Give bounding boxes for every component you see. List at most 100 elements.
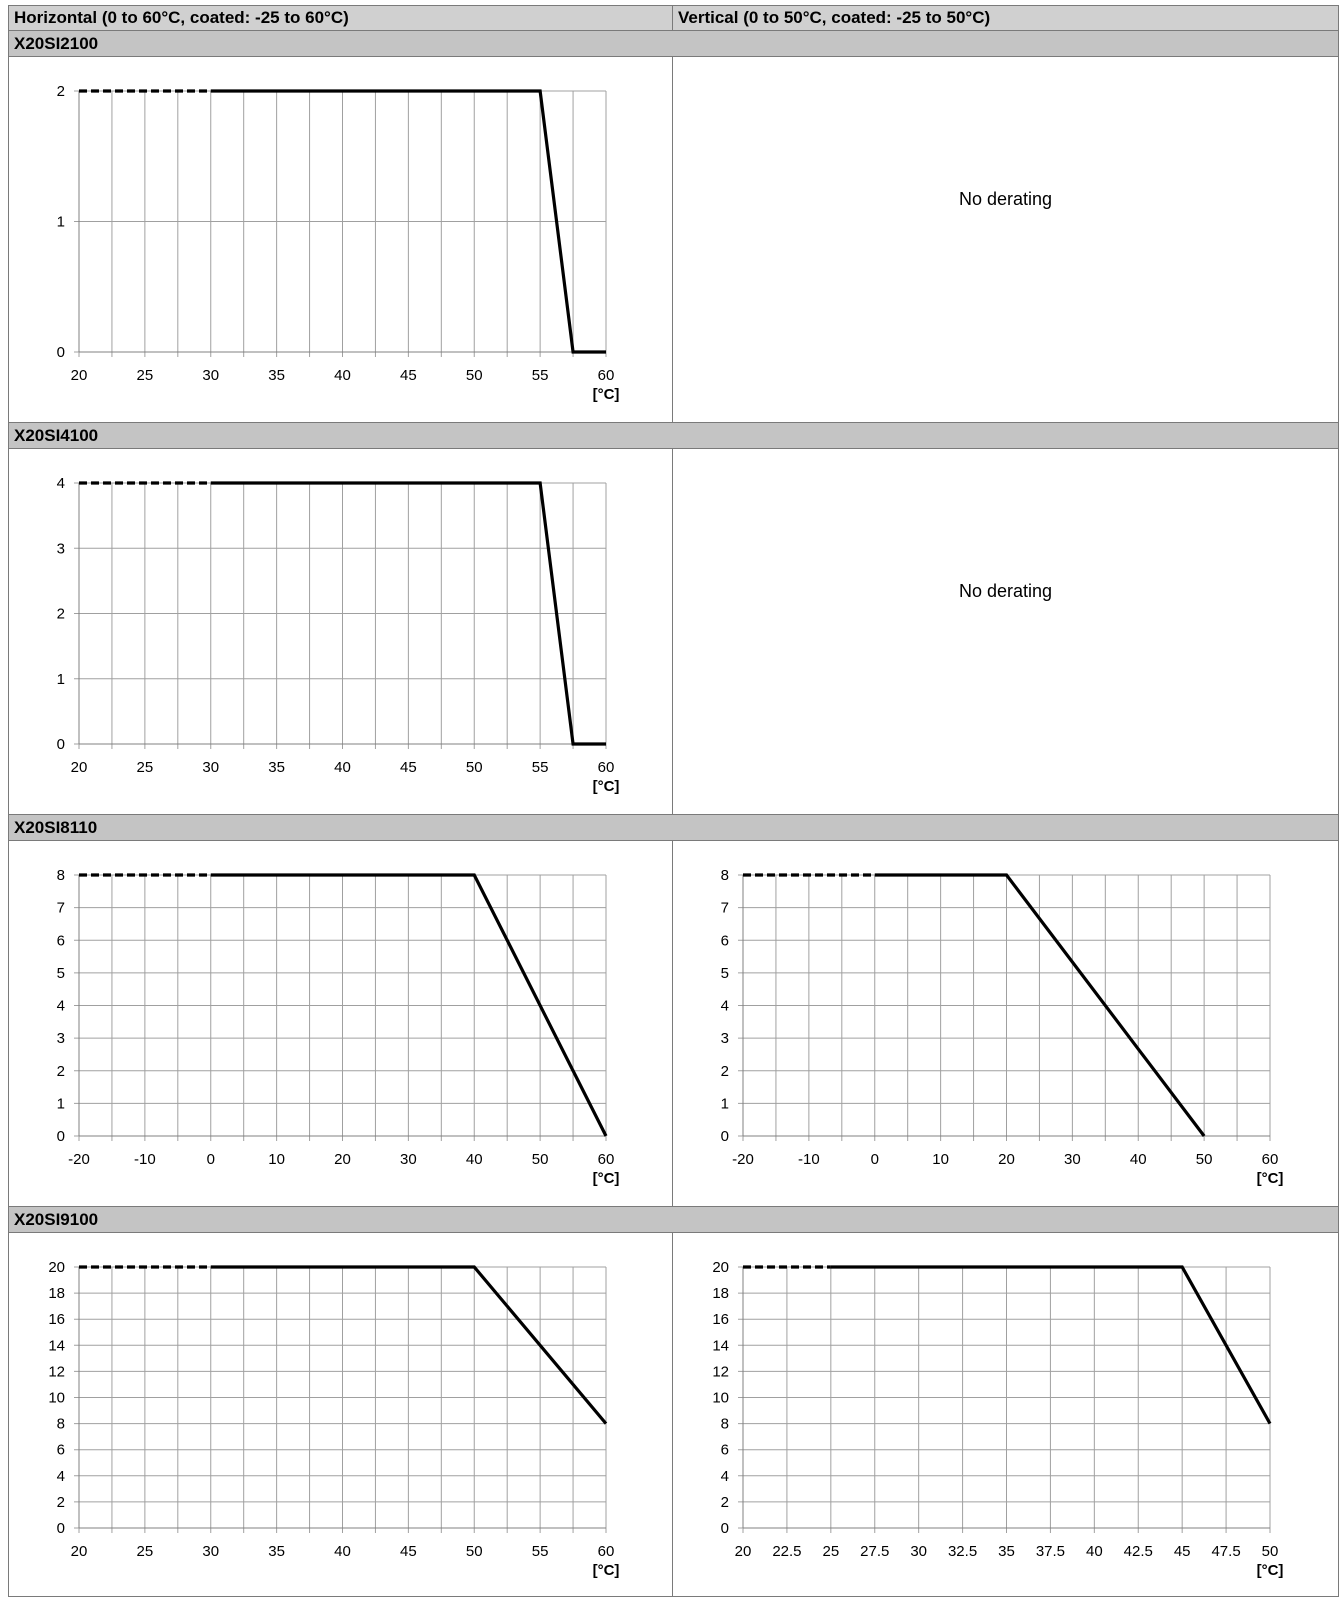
x-tick-label: 20	[334, 1151, 351, 1168]
derating-curve	[210, 481, 606, 746]
y-tick-label: 16	[712, 1311, 729, 1328]
y-tick-label: 0	[721, 1520, 729, 1537]
x-tick-label: 30	[400, 1151, 417, 1168]
y-tick-label: 6	[721, 1442, 729, 1459]
y-tick-label: 3	[57, 1030, 65, 1047]
derating-curve	[874, 873, 1206, 1137]
x-tick-label: 47.5	[1211, 1543, 1240, 1560]
y-tick-label: 20	[48, 1259, 65, 1276]
module-name-x20si2100: X20SI2100	[8, 30, 1339, 57]
x-tick-label: 40	[334, 1543, 351, 1560]
x-axis-unit-label: [°C]	[593, 778, 620, 795]
x-tick-label: -20	[68, 1151, 90, 1168]
y-tick-label: 4	[721, 998, 729, 1015]
x-tick-label: 60	[598, 367, 615, 384]
grid	[74, 482, 607, 749]
no-derating-cell-x20si2100: No derating	[672, 56, 1339, 423]
chart-cell-x20si9100-vertical: 0 2 4 6 8 10 12 14 16 18 20 20 22.5 25 27.5 30 32.5 35 37.…	[672, 1232, 1339, 1597]
chart-cell-x20si8110-horizontal: 0 1 2 3 4 5 6 7 8 -20 -10 0 10 20 30 40 50 60 [°C]	[8, 840, 673, 1207]
module-name-x20si8110: X20SI8110	[8, 814, 1339, 841]
x-tick-label: 60	[598, 1151, 615, 1168]
x-tick-label: 0	[871, 1151, 879, 1168]
x-tick-label: 50	[466, 759, 483, 776]
x-axis-unit-label: [°C]	[593, 386, 620, 403]
y-tick-label: 2	[721, 1063, 729, 1080]
y-tick-label: 12	[48, 1363, 65, 1380]
x-tick-label: 32.5	[948, 1543, 977, 1560]
x-tick-label: 30	[202, 759, 219, 776]
x-tick-label: 40	[334, 759, 351, 776]
y-tick-label: 14	[712, 1337, 729, 1354]
grid	[74, 874, 607, 1141]
y-tick-label: 10	[48, 1390, 65, 1407]
chart-cell-x20si2100-horizontal: 0 1 2 20 25 30 35 40 45 50 55 60 [°C]	[8, 56, 673, 423]
y-tick-label: 8	[57, 867, 65, 884]
x-tick-label: 25	[137, 1543, 154, 1560]
x-tick-label: 0	[207, 1151, 215, 1168]
y-tick-label: 8	[721, 867, 729, 884]
module-name-x20si9100: X20SI9100	[8, 1206, 1339, 1233]
y-tick-label: 2	[57, 1063, 65, 1080]
x-tick-label: -10	[798, 1151, 820, 1168]
x-tick-label: 20	[71, 759, 88, 776]
x-tick-label: 45	[400, 367, 417, 384]
x-tick-label: 40	[1130, 1151, 1147, 1168]
x-tick-label: 50	[1262, 1543, 1279, 1560]
y-tick-label: 18	[48, 1285, 65, 1302]
x-tick-label: 45	[400, 1543, 417, 1560]
grid	[738, 1266, 1271, 1533]
y-tick-label: 2	[57, 606, 65, 623]
x-tick-label: 25	[822, 1543, 839, 1560]
y-tick-label: 3	[721, 1030, 729, 1047]
y-tick-label: 1	[57, 214, 65, 231]
x-tick-label: 50	[532, 1151, 549, 1168]
x-tick-label: 25	[137, 367, 154, 384]
derating-table: Horizontal (0 to 60°C, coated: -25 to 60…	[8, 5, 1339, 1597]
x-tick-label: 50	[466, 1543, 483, 1560]
x-axis-unit-label: [°C]	[1257, 1170, 1284, 1187]
x-tick-label: 35	[268, 759, 285, 776]
x-tick-label: 20	[998, 1151, 1015, 1168]
x-axis-unit-label: [°C]	[1257, 1562, 1284, 1579]
x-tick-label: 30	[1064, 1151, 1081, 1168]
y-tick-label: 12	[712, 1363, 729, 1380]
x-tick-label: 55	[532, 1543, 549, 1560]
x-tick-label: 30	[202, 367, 219, 384]
y-tick-label: 4	[57, 998, 65, 1015]
y-tick-label: 1	[57, 1095, 65, 1112]
chart-cell-x20si8110-vertical: 0 1 2 3 4 5 6 7 8 -20 -10 0 10 20 30 40 50 60 [°C]	[672, 840, 1339, 1207]
derating-curve	[830, 1265, 1272, 1425]
x-tick-label: 10	[268, 1151, 285, 1168]
derating-chart-x20si8110-horizontal: 0 1 2 3 4 5 6 7 8 -20 -10 0 10 20 30 40 50 60 [°C]	[57, 867, 620, 1187]
x-tick-label: 60	[598, 1543, 615, 1560]
y-tick-label: 0	[721, 1128, 729, 1145]
y-tick-label: 3	[57, 540, 65, 557]
y-tick-label: 20	[712, 1259, 729, 1276]
y-tick-label: 16	[48, 1311, 65, 1328]
no-derating-cell-x20si4100: No derating	[672, 448, 1339, 815]
y-tick-label: 2	[57, 1494, 65, 1511]
y-tick-label: 4	[57, 1468, 65, 1485]
derating-chart-x20si2100-horizontal: 0 1 2 20 25 30 35 40 45 50 55 60 [°C]	[57, 83, 620, 403]
grid	[74, 1266, 607, 1533]
x-tick-label: 45	[1174, 1543, 1191, 1560]
derating-chart-x20si8110-vertical: 0 1 2 3 4 5 6 7 8 -20 -10 0 10 20 30 40 50 60 [°C]	[721, 867, 1284, 1187]
x-tick-label: 40	[466, 1151, 483, 1168]
x-tick-label: 45	[400, 759, 417, 776]
y-tick-label: 0	[57, 1520, 65, 1537]
y-tick-label: 2	[721, 1494, 729, 1511]
grid	[738, 874, 1271, 1141]
y-tick-label: 14	[48, 1337, 65, 1354]
y-tick-label: 5	[57, 965, 65, 982]
y-tick-label: 8	[721, 1416, 729, 1433]
y-tick-label: 6	[57, 1442, 65, 1459]
x-tick-label: 25	[137, 759, 154, 776]
x-tick-label: 30	[202, 1543, 219, 1560]
derating-curve	[210, 89, 606, 354]
derating-chart-x20si4100-horizontal: 0 1 2 3 4 20 25 30 35 40 45 50 55 60 [°C]	[57, 475, 620, 795]
horizontal-column-header: Horizontal (0 to 60°C, coated: -25 to 60…	[8, 5, 673, 31]
x-tick-label: 37.5	[1036, 1543, 1065, 1560]
x-tick-label: 35	[268, 367, 285, 384]
chart-cell-x20si9100-horizontal: 0 2 4 6 8 10 12 14 16 18 20 20 25 30 35 40 45 50 55 60 [°C]	[8, 1232, 673, 1597]
x-tick-label: 60	[1262, 1151, 1279, 1168]
